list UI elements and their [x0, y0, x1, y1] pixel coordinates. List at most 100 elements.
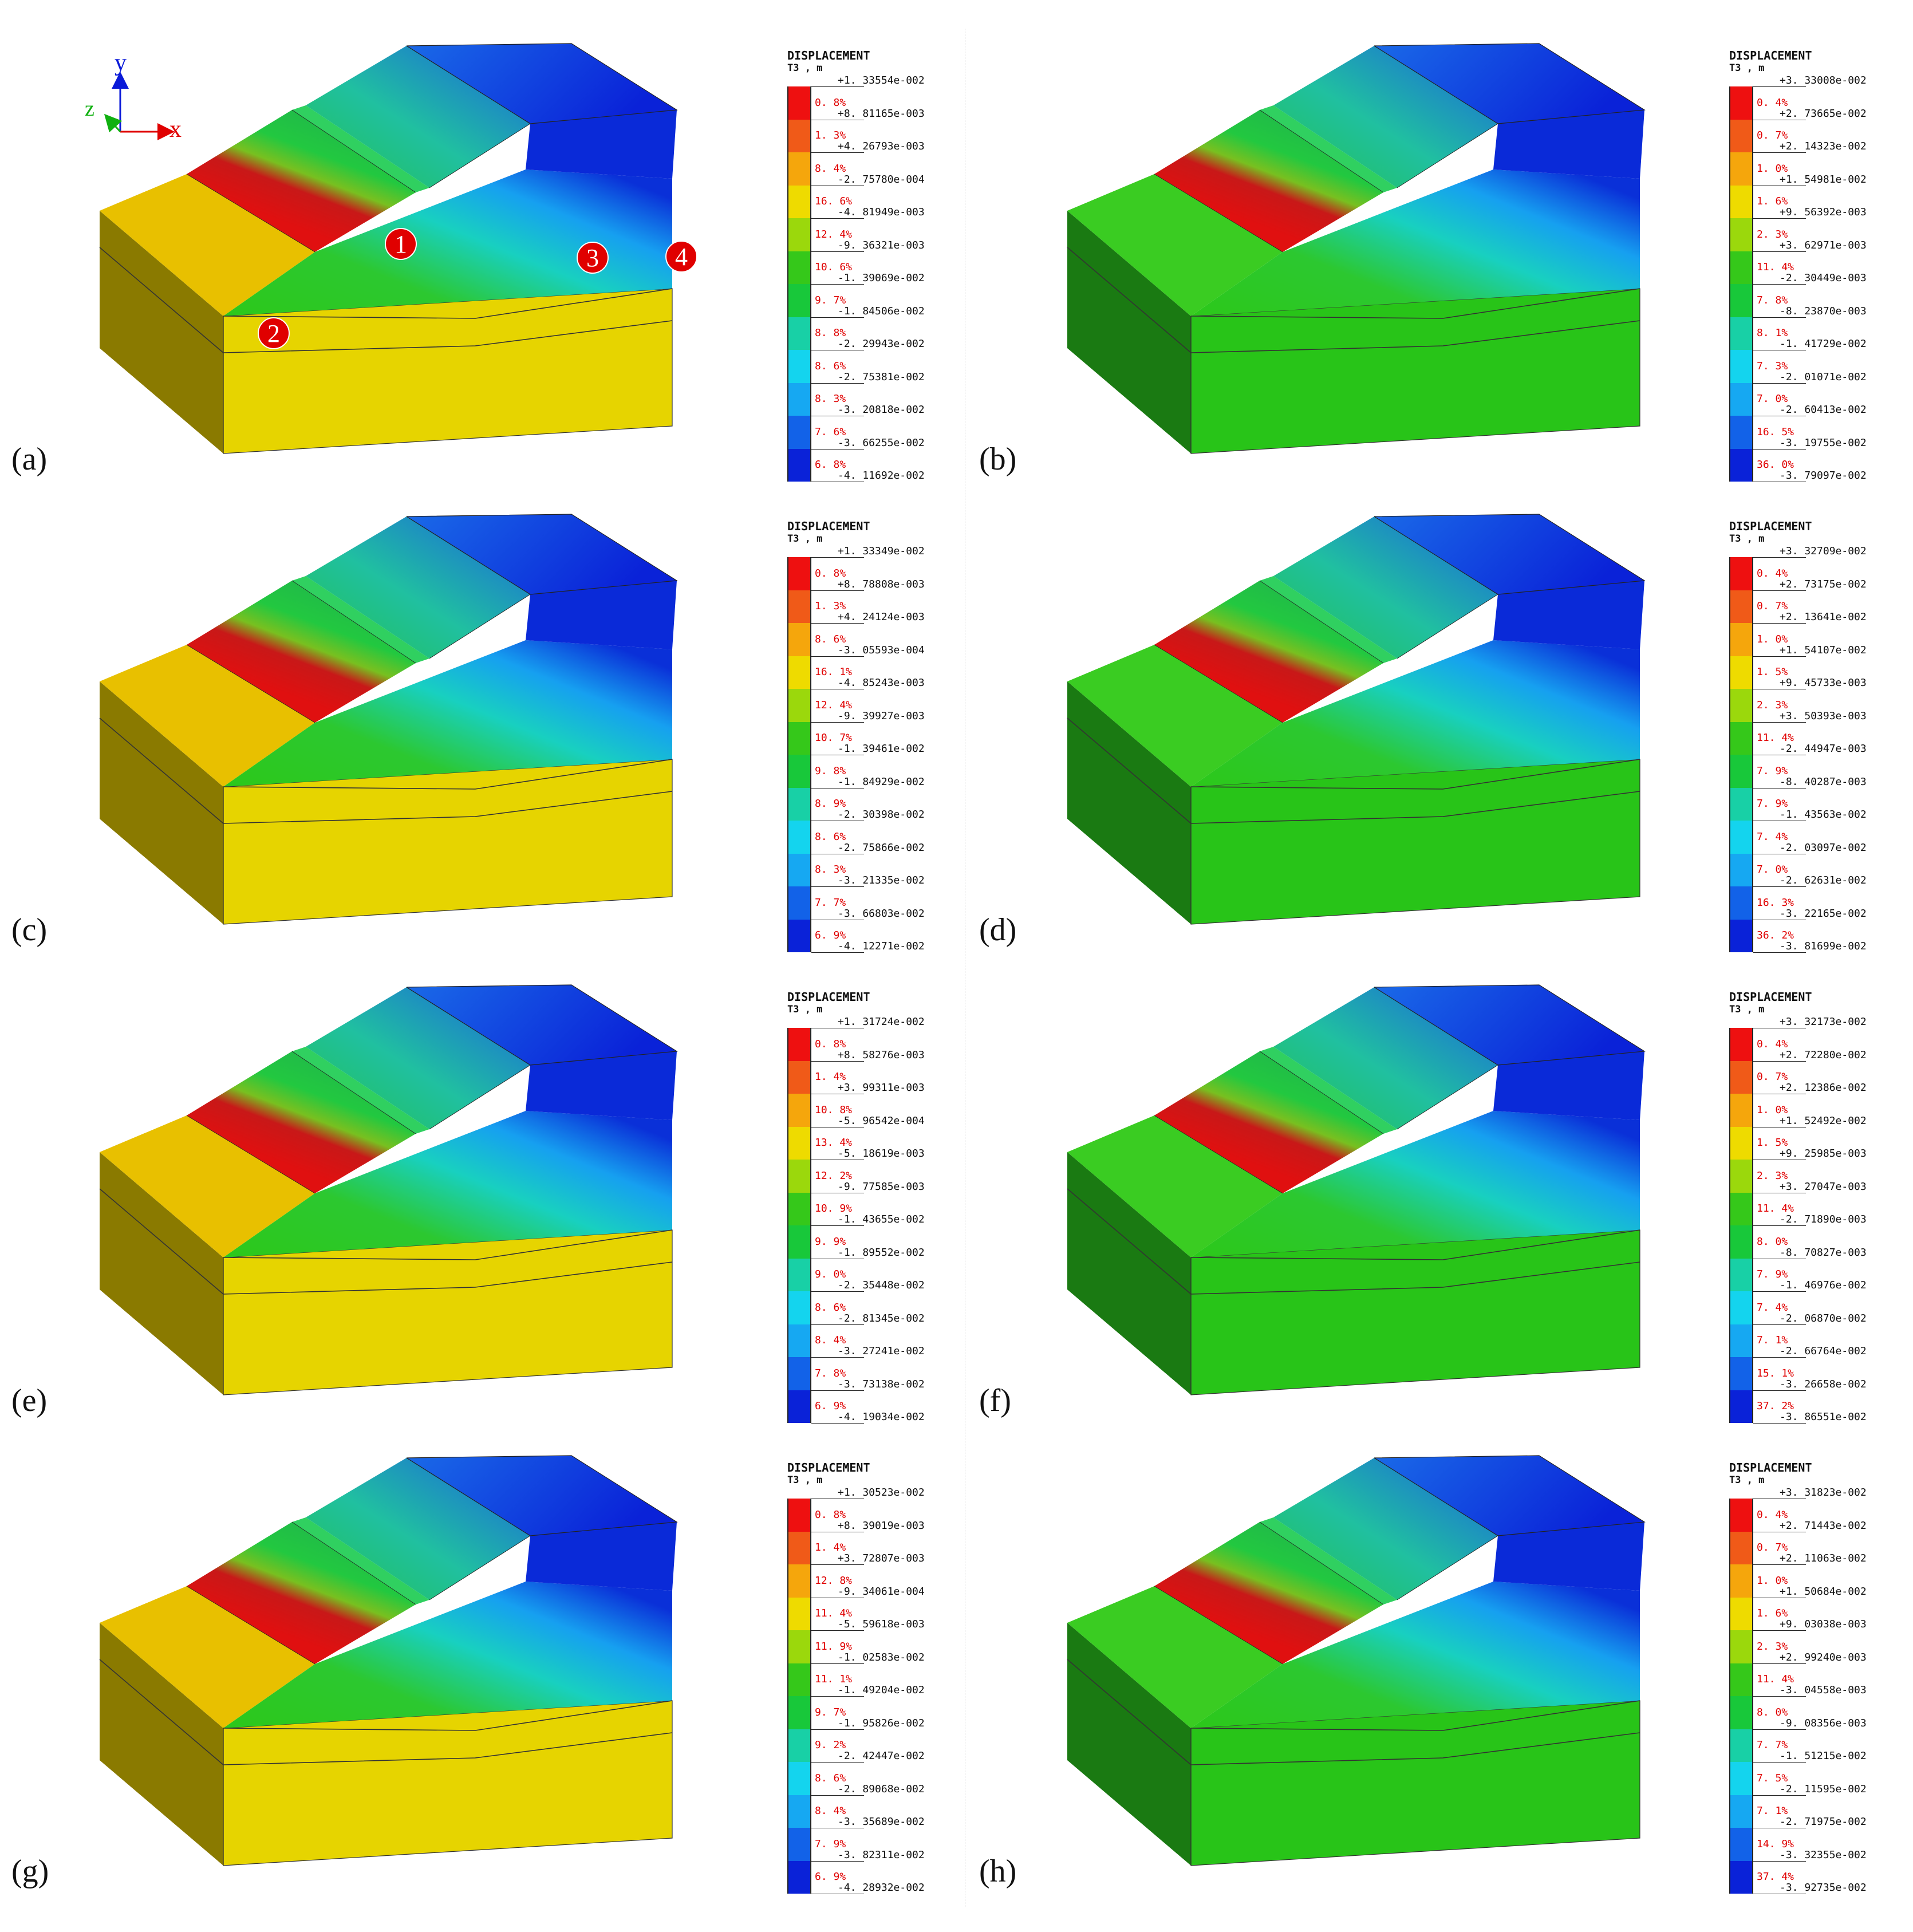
- legend-tick: [811, 1795, 864, 1796]
- legend-units: T3 , m: [1729, 533, 1765, 545]
- legend-value: +2. 99240e-003: [1780, 1651, 1867, 1663]
- legend-percentage: 7. 0%: [1757, 393, 1788, 405]
- legend-title: DISPLACEMENT: [1729, 49, 1812, 62]
- legend-value: +3. 72807e-003: [838, 1552, 925, 1564]
- legend-percentage: 0. 8%: [815, 1508, 846, 1521]
- legend-percentage: 8. 6%: [815, 1772, 846, 1784]
- legend-band: [788, 1291, 810, 1324]
- legend-band: [1730, 218, 1752, 251]
- legend-band: [1730, 1258, 1752, 1291]
- legend-tick: [811, 1291, 864, 1292]
- displacement-legend: DISPLACEMENT T3 , m 0. 4% 0. 7% 1. 0% 1. 6% 2.…: [1729, 1461, 1901, 1896]
- legend-band: [1730, 557, 1752, 590]
- legend-value: +2. 12386e-002: [1780, 1082, 1867, 1094]
- legend-band: [1730, 1357, 1752, 1390]
- legend-title: DISPLACEMENT: [787, 1461, 870, 1474]
- legend-value: +8. 39019e-003: [838, 1519, 925, 1532]
- legend-tick: [1753, 1729, 1806, 1730]
- legend-value: -3. 82311e-002: [838, 1848, 925, 1861]
- legend-percentage: 1. 6%: [1757, 1607, 1788, 1620]
- legend-band: [1730, 1564, 1752, 1598]
- legend-tick: [811, 1060, 864, 1062]
- panel-d: (d) DISPLACEMENT T3 , m 0. 4% 0. 7% 1. 0% 1. 5…: [968, 494, 1910, 955]
- legend-band: [788, 590, 810, 623]
- legend-band: [1730, 317, 1752, 350]
- legend-value: -4. 28932e-002: [838, 1882, 925, 1894]
- panel-g: (g) DISPLACEMENT T3 , m 0. 8% 1. 4% 12. 8% 11.…: [0, 1435, 942, 1894]
- legend-tick: [1753, 1795, 1806, 1796]
- slope-model: [99, 1455, 678, 1866]
- panel-label: (g): [11, 1854, 49, 1889]
- legend-units: T3 , m: [787, 1474, 823, 1486]
- legend-percentage: 7. 1%: [1757, 1805, 1788, 1817]
- legend-tick: [811, 448, 864, 450]
- legend-value: -9. 77585e-003: [838, 1180, 925, 1193]
- legend-band: [788, 1531, 810, 1564]
- legend-color-bar: [1729, 557, 1753, 952]
- legend-value: -3. 22165e-002: [1780, 907, 1867, 920]
- legend-band: [788, 284, 810, 317]
- legend-percentage: 7. 3%: [1757, 360, 1788, 372]
- legend-value: -8. 23870e-003: [1780, 305, 1867, 317]
- legend-value: -2. 44947e-003: [1780, 743, 1867, 755]
- legend-band: [788, 1160, 810, 1193]
- legend-band: [788, 1564, 810, 1598]
- legend-percentage: 1. 5%: [1757, 666, 1788, 679]
- legend-percentage: 7. 5%: [1757, 1772, 1788, 1784]
- legend-percentage: 0. 4%: [1757, 96, 1788, 109]
- legend-tick: [811, 251, 864, 252]
- panel-e: (e) DISPLACEMENT T3 , m 0. 8% 1. 4% 10. 8% 13.…: [0, 964, 942, 1424]
- legend-percentage: 9. 7%: [815, 294, 846, 306]
- legend-tick: [811, 1860, 864, 1862]
- legend-percentage: 15. 1%: [1757, 1367, 1794, 1379]
- legend-band: [788, 218, 810, 251]
- legend-tick: [811, 317, 864, 318]
- panel-label: (a): [11, 441, 48, 477]
- legend-value: -1. 02583e-002: [838, 1651, 925, 1663]
- legend-tick: [811, 1663, 864, 1664]
- legend-percentage: 11. 4%: [1757, 1202, 1794, 1215]
- legend-tick: [1753, 1696, 1806, 1697]
- legend-value: +1. 54981e-002: [1780, 173, 1867, 186]
- legend-percentage: 1. 3%: [815, 129, 846, 142]
- legend-band: [788, 416, 810, 449]
- legend-percentage: 0. 8%: [815, 567, 846, 579]
- displacement-legend: DISPLACEMENT T3 , m 0. 4% 0. 7% 1. 0% 1. 5% 2.…: [1729, 519, 1901, 955]
- legend-percentage: 14. 9%: [1757, 1838, 1794, 1850]
- legend-value: -1. 51215e-002: [1780, 1750, 1867, 1762]
- legend-tick: [1753, 590, 1806, 591]
- legend-band: [788, 152, 810, 186]
- legend-band: [1730, 1192, 1752, 1225]
- legend-value: -1. 43563e-002: [1780, 809, 1867, 821]
- legend-percentage: 0. 4%: [1757, 567, 1788, 579]
- legend-percentage: 6. 8%: [815, 459, 846, 471]
- legend-value: -2. 89068e-002: [838, 1783, 925, 1795]
- legend-band: [788, 886, 810, 920]
- legend-value: -9. 36321e-003: [838, 239, 925, 251]
- legend-units: T3 , m: [1729, 1004, 1765, 1015]
- legend-percentage: 2. 3%: [1757, 1640, 1788, 1653]
- legend-units: T3 , m: [787, 1004, 823, 1015]
- legend-tick: [811, 1225, 864, 1226]
- legend-band: [788, 1762, 810, 1795]
- legend-tick: [811, 383, 864, 384]
- legend-band: [788, 350, 810, 383]
- legend-value: +3. 31823e-002: [1780, 1487, 1867, 1499]
- legend-band: [788, 1499, 810, 1532]
- legend-value: -2. 30398e-002: [838, 809, 925, 821]
- legend-value: -2. 75780e-004: [838, 173, 925, 186]
- legend-band: [788, 557, 810, 590]
- slope-model: [99, 514, 678, 925]
- legend-value: -1. 41729e-002: [1780, 338, 1867, 350]
- legend-value: -2. 42447e-002: [838, 1750, 925, 1762]
- legend-tick: [811, 952, 864, 953]
- legend-percentage: 9. 0%: [815, 1268, 846, 1281]
- legend-percentage: 8. 6%: [815, 830, 846, 843]
- legend-value: +3. 62971e-003: [1780, 239, 1867, 251]
- axis-triad: y z x: [63, 50, 195, 155]
- legend-percentage: 0. 4%: [1757, 1508, 1788, 1521]
- legend-value: -9. 08356e-003: [1780, 1717, 1867, 1729]
- legend-band: [788, 317, 810, 350]
- legend-value: -3. 32355e-002: [1780, 1848, 1867, 1861]
- legend-percentage: 11. 4%: [1757, 732, 1794, 744]
